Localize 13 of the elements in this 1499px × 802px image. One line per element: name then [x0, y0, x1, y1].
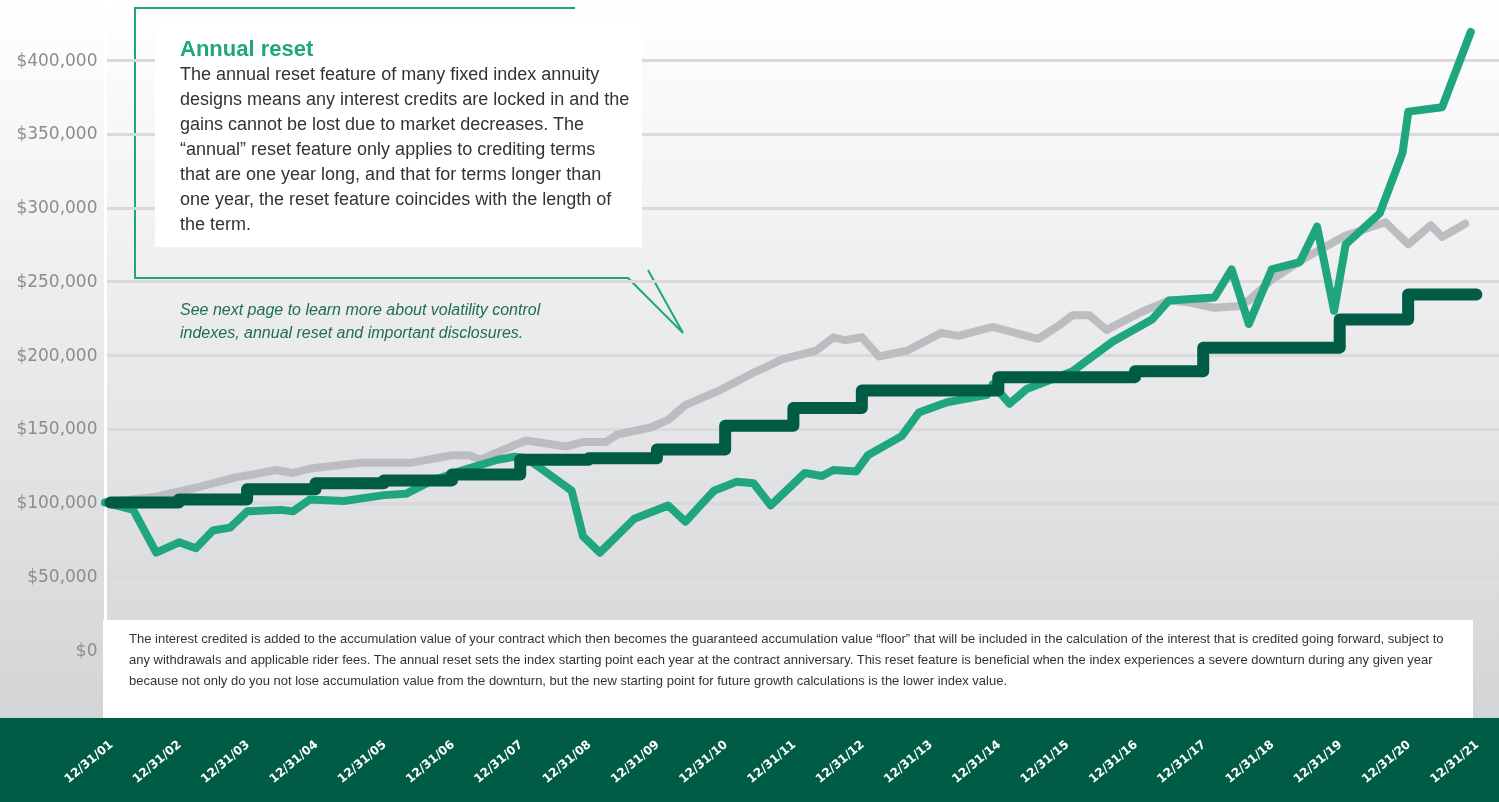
- y-tick-label: $50,000: [27, 565, 98, 586]
- annotation: Annual reset: [180, 36, 315, 62]
- y-tick-label: $150,000: [16, 418, 98, 439]
- footnote-panel: The interest credited is added to the accumulation value of your contract which then becomes the guaranteed accumulation value “floor” that will be included in the calculation of the interest that is credited going forward, subject to any withdrawals and applicable rider fees. The annual reset sets the index starting point each year at the contract anniversary. This reset feature is beneficial when the index experiences a severe downturn during any given year because not only do you not lose accumulation value from the downturn, but the new starting point for future growth calculations is the lower index value.: [103, 620, 1473, 718]
- y-tick-label: $300,000: [16, 197, 98, 217]
- y-tick-label: $100,000: [16, 492, 98, 512]
- y-tick-label: $0: [75, 639, 98, 660]
- annotation: See next page to learn more about volatility control indexes, annual reset and important disclosures.: [180, 300, 542, 343]
- y-tick-label: $200,000: [16, 344, 98, 365]
- y-tick-label: $400,000: [16, 49, 98, 70]
- y-tick-label: $250,000: [16, 270, 98, 291]
- annotation: The annual reset feature of many fixed index annuity designs means any interest credits are locked in and the gains cannot be lost due to market decreases. The “annual” reset feature only applies to crediting terms that are one year long, and that for terms longer than one year, the reset feature coincides with the length of the term.: [180, 63, 630, 236]
- y-tick-label: $350,000: [16, 123, 98, 144]
